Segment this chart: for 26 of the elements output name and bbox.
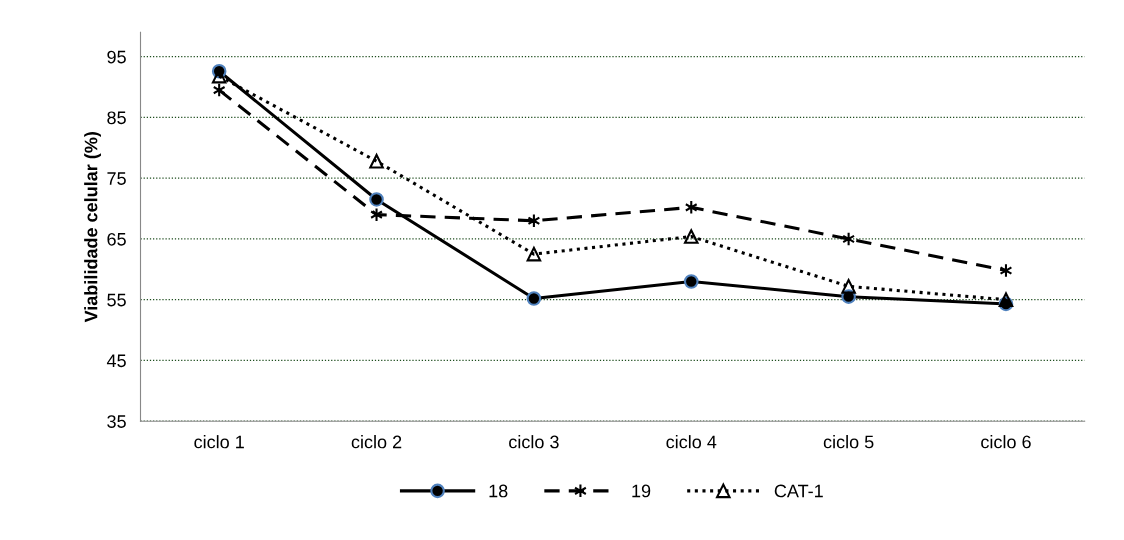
y-tick-label: 95 <box>107 50 126 64</box>
legend-label: 19 <box>632 484 651 498</box>
point <box>369 153 384 169</box>
x-tick-label: ciclo 1 <box>194 435 244 449</box>
legend-label: 18 <box>489 484 508 498</box>
point <box>683 229 699 244</box>
point <box>369 192 384 207</box>
y-tick-label: 65 <box>107 232 126 246</box>
y-tick-label: 55 <box>107 293 126 307</box>
point <box>683 274 699 289</box>
legend-label: CAT-1 <box>774 484 823 498</box>
x-tick-label: ciclo 2 <box>351 435 402 449</box>
x-tick-label: ciclo 6 <box>981 435 1031 449</box>
point <box>841 279 856 294</box>
point <box>526 291 542 306</box>
y-tick-label: 75 <box>107 172 126 185</box>
y-tick-label: 45 <box>106 354 126 368</box>
point <box>998 292 1014 307</box>
point <box>526 246 542 262</box>
y-tick-label: 85 <box>107 111 126 125</box>
y-tick-label: 35 <box>107 415 126 428</box>
x-tick-label: ciclo 5 <box>823 435 874 449</box>
x-tick-label: ciclo 4 <box>666 435 717 449</box>
y-axis-title: Viabilidade celular (%) <box>84 132 101 323</box>
x-tick-label: ciclo 3 <box>509 435 559 449</box>
point <box>370 207 383 222</box>
